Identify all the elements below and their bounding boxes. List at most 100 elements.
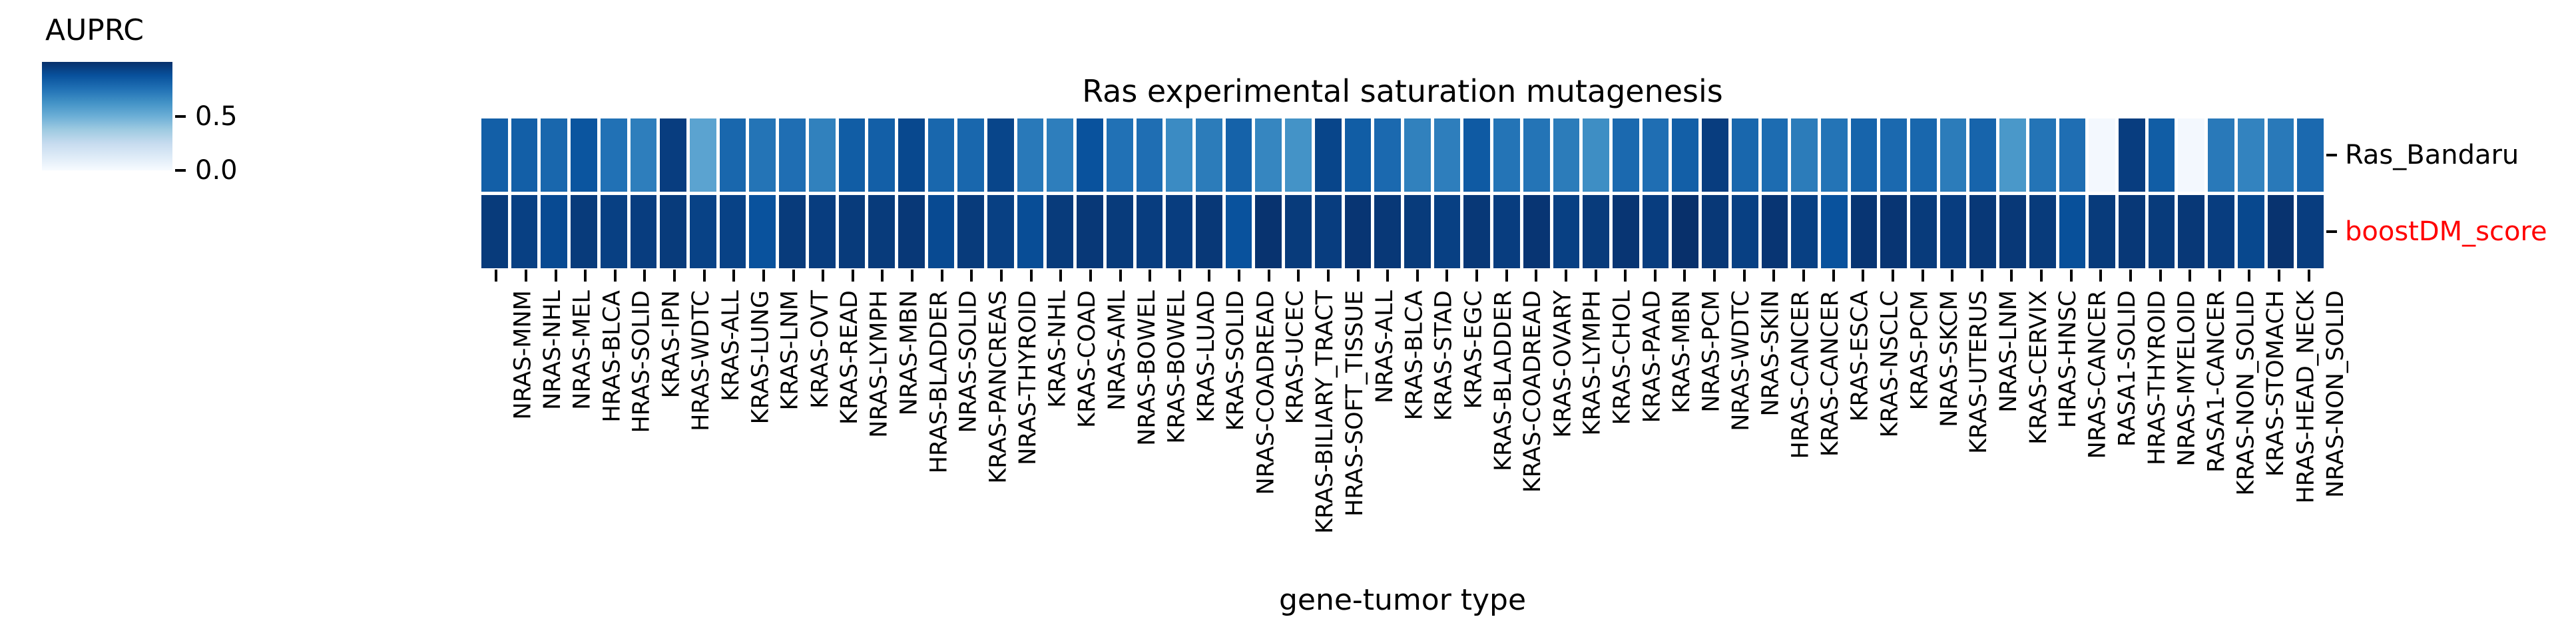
colorbar-tick: [175, 169, 186, 172]
x-tick-label: NRAS-THYROID: [1015, 290, 1042, 465]
x-tick: [1119, 270, 1122, 282]
heatmap-cell: [957, 195, 985, 268]
heatmap-cell: [1255, 195, 1282, 268]
x-tick-label: KRAS-UCEC: [1282, 290, 1309, 425]
x-tick: [911, 270, 914, 282]
x-tick: [1594, 270, 1597, 282]
heatmap-cell: [1285, 195, 1312, 268]
x-tick: [1416, 270, 1419, 282]
heatmap-cell: [1850, 118, 1878, 192]
heatmap-cell: [1255, 118, 1282, 192]
heatmap-cell: [2119, 195, 2145, 268]
heatmap-cell: [1880, 195, 1908, 268]
heatmap-cell: [600, 118, 627, 192]
heatmap-cell: [868, 118, 895, 192]
heatmap-cell: [1761, 195, 1788, 268]
x-tick-label: NRAS-MBN: [896, 290, 923, 416]
heatmap-cell: [1910, 195, 1937, 268]
x-tick-label: NRAS-ALL: [1371, 290, 1398, 404]
x-tick-label: NRAS-MYELOID: [2173, 290, 2200, 467]
heatmap-cell: [2148, 195, 2175, 268]
heatmap-cell: [719, 195, 746, 268]
x-tick: [1624, 270, 1627, 282]
heatmap-cell: [1404, 195, 1431, 268]
x-tick: [732, 270, 736, 282]
heatmap-cell: [1047, 195, 1074, 268]
x-tick-label: KRAS-COAD: [1074, 290, 1101, 428]
heatmap-cell: [1850, 195, 1878, 268]
x-tick-label: HRAS-HEAD_NECK: [2292, 290, 2320, 504]
x-tick: [792, 270, 795, 282]
heatmap-cell: [2089, 195, 2116, 268]
heatmap-cell: [2297, 195, 2324, 268]
x-tick: [1535, 270, 1538, 282]
x-tick: [1713, 270, 1716, 282]
x-tick-label: KRAS-LYMPH: [1579, 290, 1606, 436]
heatmap-cell: [1017, 195, 1044, 268]
x-tick: [940, 270, 943, 282]
heatmap-cell: [571, 118, 597, 192]
x-tick: [1951, 270, 1954, 282]
heatmap-cell: [987, 195, 1014, 268]
x-tick-label: KRAS-NHL: [1044, 290, 1071, 408]
heatmap-cell: [1374, 118, 1401, 192]
x-tick: [495, 270, 498, 282]
x-tick: [702, 270, 706, 282]
heatmap-cell: [1136, 195, 1163, 268]
x-tick: [1921, 270, 1924, 282]
heatmap-cell: [1702, 195, 1728, 268]
x-tick-label: NRAS-SKIN: [1757, 290, 1784, 417]
x-tick: [1386, 270, 1390, 282]
x-tick: [584, 270, 587, 282]
heatmap-cell: [1106, 195, 1133, 268]
heatmap-cell: [1969, 118, 1997, 192]
x-tick: [1802, 270, 1805, 282]
heatmap-cell: [630, 118, 657, 192]
x-tick: [2069, 270, 2073, 282]
x-tick-label: NRAS-AML: [1103, 290, 1131, 411]
colorbar-tick-label: 0.0: [195, 155, 238, 186]
x-tick: [970, 270, 973, 282]
heatmap-cell: [689, 118, 716, 192]
heatmap-cell: [2029, 195, 2056, 268]
x-tick: [1505, 270, 1508, 282]
x-tick-label: NRAS-MEL: [569, 290, 596, 410]
x-tick-label: KRAS-CANCER: [1817, 290, 1844, 457]
x-tick-label: NRAS-SKCM: [1935, 290, 1963, 427]
x-tick-label: KRAS-BOWEL: [1163, 290, 1190, 444]
heatmap-cell: [838, 118, 866, 192]
heatmap-cell: [630, 195, 657, 268]
x-tick-label: HRAS-HNSC: [2055, 290, 2082, 429]
x-tick: [762, 270, 765, 282]
x-tick: [1891, 270, 1894, 282]
x-tick-label: KRAS-UTERUS: [1965, 290, 1993, 454]
heatmap-cell: [1583, 195, 1609, 268]
x-tick: [1149, 270, 1152, 282]
heatmap-cell: [957, 118, 985, 192]
x-tick-label: RASA1-SOLID: [2114, 290, 2141, 447]
x-tick-label: KRAS-LNM: [776, 290, 804, 411]
x-tick: [822, 270, 825, 282]
x-tick: [2129, 270, 2132, 282]
colorbar-tick-label: 0.5: [195, 101, 238, 132]
heatmap-cell: [1939, 118, 1967, 192]
x-tick: [1029, 270, 1033, 282]
heatmap-cell: [660, 195, 686, 268]
x-tick-label: KRAS-BLCA: [1401, 290, 1428, 421]
heatmap-cell: [2178, 118, 2205, 192]
heatmap-cell: [1344, 118, 1372, 192]
heatmap-cell: [1433, 118, 1461, 192]
heatmap-cell: [749, 195, 776, 268]
heatmap-cell: [1463, 195, 1491, 268]
heatmap-cell: [1731, 118, 1758, 192]
heatmap-cell: [1196, 118, 1222, 192]
colorbar-title: AUPRC: [45, 13, 144, 47]
x-tick: [2248, 270, 2251, 282]
x-tick: [1832, 270, 1835, 282]
x-tick-label: HRAS-SOFT_TISSUE: [1341, 290, 1368, 517]
x-tick: [2218, 270, 2221, 282]
x-tick: [1267, 270, 1270, 282]
heatmap-cell: [2208, 118, 2234, 192]
x-tick-label: NRAS-BOWEL: [1133, 290, 1160, 446]
heatmap-cell: [1702, 118, 1728, 192]
